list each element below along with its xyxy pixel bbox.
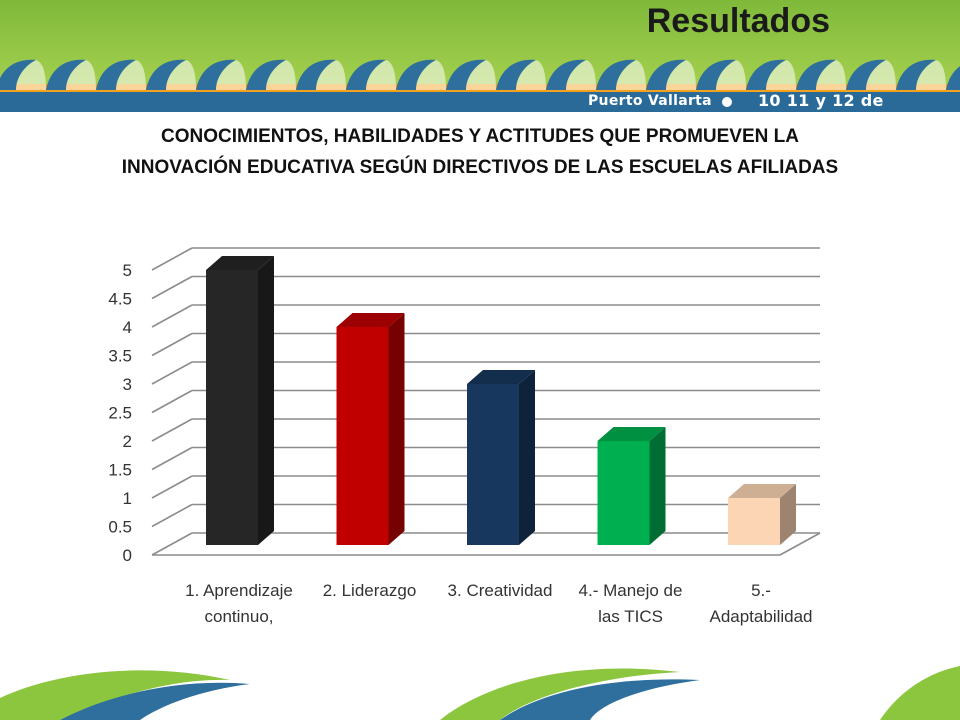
slide-title: Resultados — [646, 2, 830, 40]
y-tick-label: 2.5 — [108, 404, 132, 423]
y-tick-label: 1 — [123, 489, 132, 508]
y-tick-label: 2 — [123, 432, 132, 451]
x-category-label: 2. Liderazgo — [323, 581, 417, 600]
bar-front — [597, 441, 650, 545]
bar-chart: 0 0.5 1 1.5 2 2.5 3 3.5 4 4.5 5 1. Aprendizaje conti… — [108, 247, 821, 626]
y-tick-label: 3 — [123, 375, 132, 394]
footer-waves — [0, 666, 960, 720]
chart-title-line-1: CONOCIMIENTOS, HABILIDADES Y ACTITUDES Q… — [161, 126, 799, 147]
gridline-diagonal — [151, 532, 193, 556]
chart-title-line-2: INNOVACIÓN EDUCATIVA SEGÚN DIRECTIVOS DE… — [121, 157, 839, 178]
x-category-label: Adaptabilidad — [709, 607, 812, 626]
y-tick-label: 0 — [123, 546, 132, 565]
gridline-diagonal — [151, 446, 193, 471]
bar-top — [336, 313, 405, 327]
y-tick-label: 4.5 — [108, 290, 132, 309]
bar-side — [388, 313, 405, 545]
bar-front — [206, 270, 258, 545]
bar-front — [728, 498, 780, 545]
gridline-diagonal — [151, 304, 193, 328]
bar-front — [336, 327, 389, 545]
bar-side — [649, 427, 666, 545]
bar-side — [258, 256, 274, 545]
x-category-label: 4.- Manejo de — [579, 581, 683, 600]
bar-top — [467, 370, 535, 384]
chart-heading-box — [40, 118, 920, 200]
x-category-label: las TICS — [598, 607, 663, 626]
gridline-diagonal — [151, 247, 193, 271]
header-banner — [0, 0, 960, 112]
bar-top — [597, 427, 666, 441]
event-location: Puerto Vallarta — [588, 93, 712, 109]
x-category-label: 3. Creatividad — [448, 581, 553, 600]
bar-side — [780, 484, 796, 545]
x-category-label: continuo, — [205, 607, 274, 626]
bar-front — [467, 384, 519, 545]
gridline-diagonal — [151, 332, 193, 357]
gridline-diagonal — [151, 503, 193, 528]
gridline-diagonal — [151, 389, 193, 414]
y-tick-label: 5 — [123, 261, 132, 280]
floor-side-edge — [779, 532, 821, 556]
gridline-diagonal — [151, 275, 193, 300]
gridline-diagonal — [151, 418, 193, 442]
bar-top — [206, 256, 274, 270]
event-dot — [722, 97, 732, 107]
bar-top — [728, 484, 796, 498]
x-category-label: 5.- — [751, 581, 771, 600]
y-tick-label: 3.5 — [108, 347, 132, 366]
x-category-label: 1. Aprendizaje — [185, 581, 293, 600]
y-tick-label: 0.5 — [108, 518, 132, 537]
chart-area: 0 0.5 1 1.5 2 2.5 3 3.5 4 4.5 5 1. Aprendizaje conti… — [82, 205, 872, 637]
bar-side — [519, 370, 535, 545]
y-tick-label: 1.5 — [108, 461, 132, 480]
gridline-diagonal — [151, 475, 193, 499]
gridline-diagonal — [151, 361, 193, 385]
y-tick-label: 4 — [123, 318, 132, 337]
